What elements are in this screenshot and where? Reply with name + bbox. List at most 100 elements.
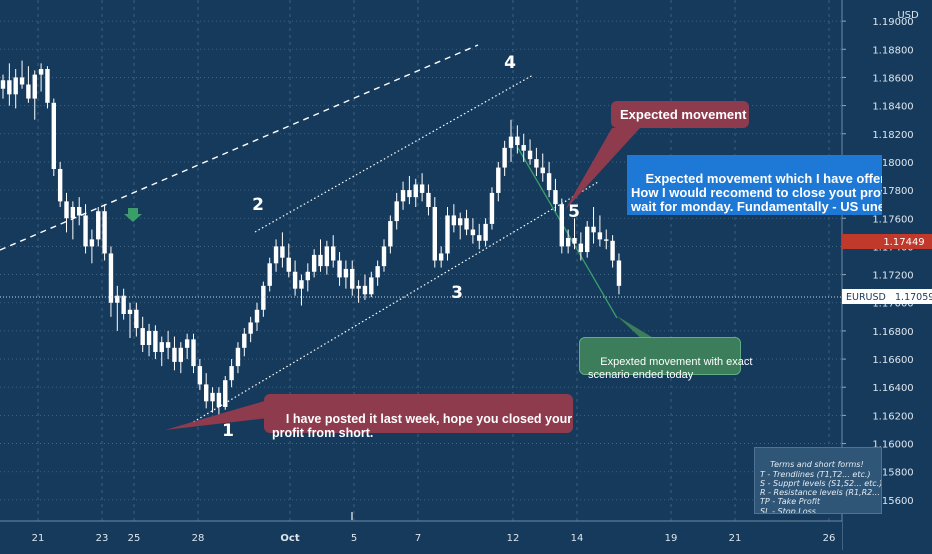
candle-body	[38, 68, 44, 75]
candle-body	[280, 246, 285, 258]
candle-body	[26, 84, 31, 99]
candle-body	[292, 271, 298, 289]
candle-body	[394, 201, 399, 222]
candle-body	[45, 68, 50, 103]
candle-body	[210, 392, 215, 402]
y-tick-label: 1.15600	[872, 496, 913, 507]
y-tick-label: 1.18200	[872, 130, 913, 141]
candle-body	[165, 342, 171, 348]
x-tick-label: 28	[192, 533, 205, 544]
x-tick-label: 23	[96, 533, 109, 544]
candle-body	[400, 190, 406, 202]
candle-body	[286, 257, 291, 272]
candle-body	[146, 330, 152, 345]
wave-label-3: 3	[451, 283, 463, 303]
candle-body	[83, 215, 88, 247]
candle-body	[102, 211, 107, 254]
expected-movement-text: Expected movement	[620, 107, 747, 122]
candle-body	[597, 232, 603, 240]
candle-body	[553, 190, 558, 205]
candle-body	[578, 243, 584, 253]
candle-body	[127, 309, 133, 315]
candle-body	[610, 240, 615, 261]
y-tick-label: 1.17800	[872, 186, 913, 197]
cursor-mark: I	[350, 510, 353, 523]
candle-body	[419, 184, 425, 193]
y-tick-label: 1.17200	[872, 271, 913, 282]
candle-body	[413, 184, 418, 198]
candle-body	[216, 392, 222, 407]
candle-body	[483, 223, 488, 241]
x-tick-label: 12	[507, 533, 520, 544]
green-pointer	[617, 316, 660, 342]
y-tick-label: 1.18600	[872, 73, 913, 84]
expected-pointer	[565, 128, 640, 210]
candle-body	[267, 263, 272, 286]
candle-body	[546, 173, 552, 191]
candle-body	[235, 347, 241, 367]
x-tick-label: 25	[128, 533, 141, 544]
marked-price-text: 1.17449	[883, 237, 924, 248]
candle-body	[540, 167, 545, 174]
candle-body	[559, 204, 564, 247]
candle-body	[585, 226, 590, 253]
candle-body	[0, 80, 6, 89]
terms-box: Terms and short forms! T - Trendlines (T…	[754, 447, 882, 514]
candle-body	[515, 136, 520, 146]
candle-body	[331, 246, 336, 261]
candle-body	[369, 277, 374, 295]
down-arrow-icon	[124, 208, 142, 222]
candle-body	[70, 206, 76, 219]
x-tick-label: 21	[32, 533, 45, 544]
candle-body	[432, 206, 437, 261]
candle-body	[451, 215, 457, 226]
x-tick-label: 7	[415, 533, 421, 544]
candle-body	[248, 322, 253, 334]
candle-body	[121, 295, 126, 315]
wave-label-4: 4	[504, 53, 516, 73]
y-tick-label: 1.15800	[872, 468, 913, 479]
y-tick-label: 1.17000	[872, 299, 913, 310]
candle-body	[7, 80, 12, 95]
x-tick-label: 14	[571, 533, 584, 544]
candle-body	[445, 215, 450, 254]
candle-body	[13, 77, 18, 95]
y-tick-label: 1.16600	[872, 355, 913, 366]
candle-body	[178, 347, 183, 362]
wave-label-2: 2	[252, 195, 264, 215]
x-tick-label: 21	[729, 533, 742, 544]
candle-body	[572, 237, 577, 244]
candle-body	[19, 77, 25, 85]
y-tick-label: 1.16200	[872, 411, 913, 422]
candle-body	[604, 239, 609, 241]
channel-top-dotted	[254, 74, 534, 233]
candle-body	[521, 145, 526, 151]
green-note-text: Expexted movement with exact scenario en…	[588, 356, 753, 381]
expected-path-line	[517, 147, 618, 319]
wave-label-1: 1	[222, 421, 234, 441]
candle-body	[311, 254, 317, 272]
price-label-marked: 1.17449	[842, 234, 932, 249]
candle-body	[242, 333, 247, 348]
candle-body	[407, 190, 412, 198]
candle-body	[57, 168, 63, 202]
candle-body	[299, 280, 304, 289]
candle-body	[32, 74, 37, 99]
y-tick-label: 1.18000	[872, 158, 913, 169]
candle-body	[508, 136, 514, 148]
x-tick-label: 19	[665, 533, 678, 544]
candle-body	[229, 366, 234, 381]
candle-body	[108, 253, 114, 303]
candle-body	[254, 309, 260, 323]
expected-movement-callout: Expected movement	[611, 101, 749, 128]
candle-body	[184, 339, 190, 348]
candle-body	[223, 380, 228, 407]
y-tick-label: 1.18800	[872, 45, 913, 56]
y-tick-label: 1.19000	[872, 17, 913, 28]
candle-body	[350, 268, 355, 289]
candle-body	[318, 254, 323, 267]
candle-body	[534, 159, 539, 168]
candle-body	[191, 339, 196, 367]
candle-body	[343, 268, 349, 278]
